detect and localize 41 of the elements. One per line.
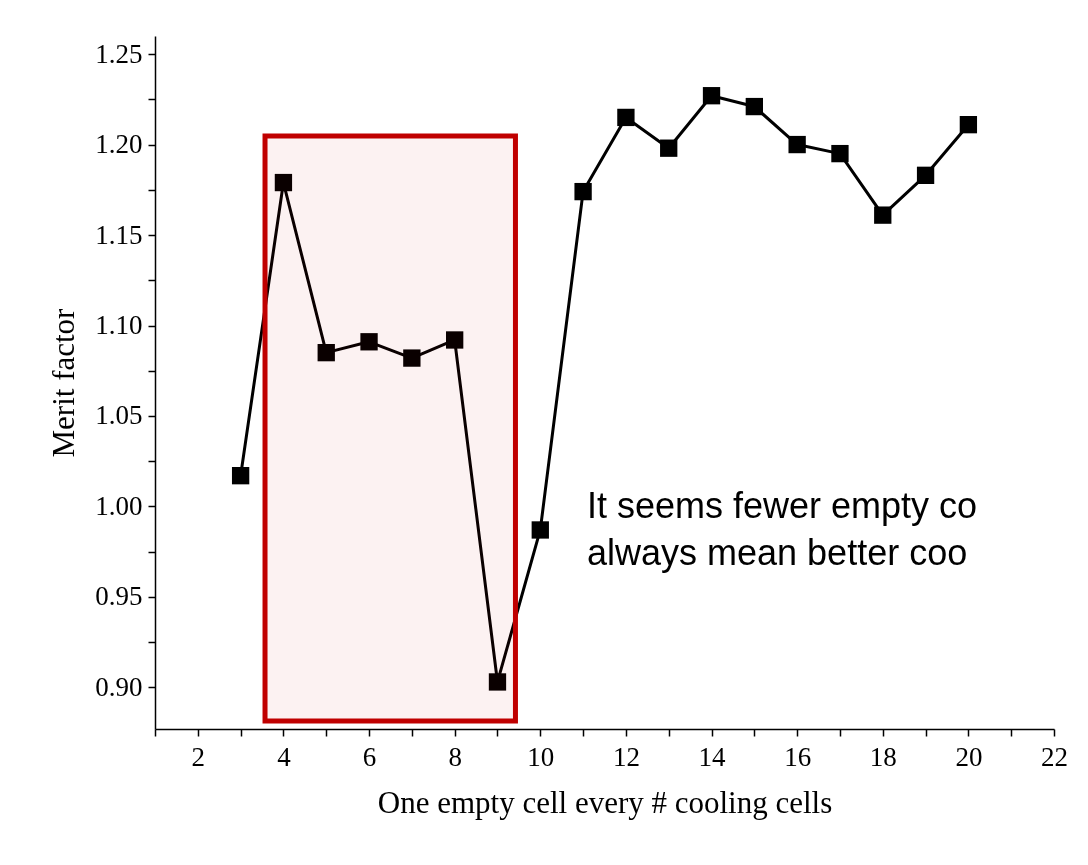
point [274, 173, 293, 192]
y-tick-label: 1.15 [95, 219, 143, 250]
point [617, 108, 635, 127]
y-tick-label: 1.10 [95, 310, 143, 340]
point [831, 144, 849, 163]
point [403, 349, 421, 367]
point [788, 135, 806, 154]
point [574, 182, 592, 201]
x-axis-title: One empty cell every # cooling cells [377, 784, 833, 820]
point [745, 97, 763, 116]
y-tick-label: 1.00 [95, 490, 143, 521]
point [531, 521, 549, 539]
x-tick-label: 16 [784, 741, 812, 772]
y-axis-title: Merit factor [46, 307, 82, 458]
y-tick-label: 0.90 [95, 671, 143, 702]
x-tick-label: 10 [527, 741, 555, 772]
y-tick-label: 1.05 [95, 400, 143, 431]
point [959, 116, 978, 134]
y-tick-label: 1.25 [95, 38, 143, 69]
annotation: always mean better coo [587, 532, 968, 573]
point [317, 343, 335, 362]
x-tick-label: 8 [448, 741, 462, 772]
x-tick-label: 6 [362, 741, 377, 772]
x-tick-label: 14 [698, 741, 727, 772]
point [660, 139, 678, 157]
point [874, 206, 892, 224]
y-tick-label: 0.95 [95, 581, 143, 612]
x-tick-label: 12 [612, 741, 640, 772]
x-tick-label: 22 [1041, 741, 1068, 772]
point [360, 333, 378, 351]
point [916, 166, 935, 184]
point [702, 87, 721, 105]
point [231, 467, 250, 485]
point [446, 331, 464, 349]
y-tick-label: 1.20 [95, 129, 143, 160]
point [488, 673, 507, 691]
x-tick-label: 20 [955, 741, 983, 772]
x-tick-label: 2 [191, 741, 206, 772]
annotation: It seems fewer empty co [587, 485, 978, 526]
x-tick-label: 4 [277, 741, 292, 772]
x-tick-label: 18 [869, 741, 897, 772]
